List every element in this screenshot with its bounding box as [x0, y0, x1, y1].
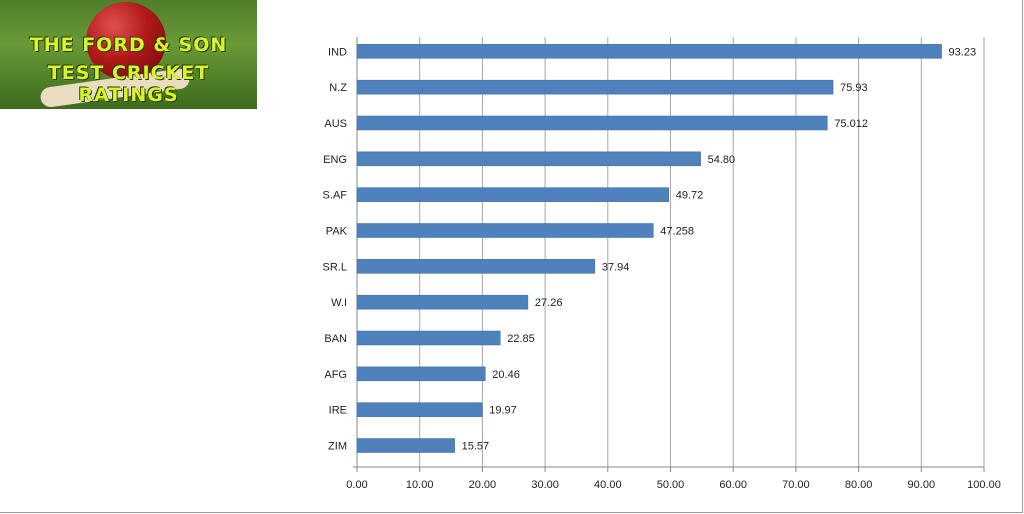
data-label: 49.72: [676, 190, 704, 202]
bar-pak: [356, 223, 654, 238]
category-label: W.I: [331, 297, 347, 309]
data-label: 75.93: [840, 82, 868, 94]
bar-ind: [356, 44, 942, 59]
bar-ban: [356, 330, 501, 346]
bar-ire: [356, 402, 483, 417]
category-label: PAK: [326, 226, 348, 238]
x-tick-label: 40.00: [594, 479, 622, 491]
x-tick-label: 10.00: [406, 479, 434, 491]
data-label: 93.23: [949, 46, 977, 58]
data-label: 22.85: [507, 333, 535, 345]
bar-srl: [356, 259, 596, 274]
data-label: 15.57: [462, 441, 490, 453]
bar-nz: [356, 79, 834, 95]
x-tick-label: 60.00: [719, 479, 747, 491]
data-label: 27.26: [535, 297, 563, 309]
x-tick-label: 20.00: [469, 479, 497, 491]
data-label: 20.46: [492, 369, 520, 381]
x-tick-label: 70.00: [782, 479, 810, 491]
cricket-ball-icon: [86, 2, 166, 80]
logo-banner: THE FORD & SON TEST CRICKET RATINGS: [0, 0, 257, 109]
category-label: N.Z: [329, 82, 347, 94]
category-label: IRE: [329, 405, 347, 417]
category-label: IND: [328, 46, 347, 58]
logo-line-1: THE FORD & SON: [29, 34, 228, 56]
x-tick-label: 50.00: [657, 479, 685, 491]
bar-saf: [356, 187, 669, 202]
bar-wi: [356, 294, 529, 310]
x-tick-label: 80.00: [845, 479, 873, 491]
bar-afg: [356, 366, 486, 382]
x-tick-label: 0.00: [346, 479, 367, 491]
data-label: 37.94: [602, 261, 630, 273]
data-label: 75.012: [834, 118, 868, 130]
bar-zim: [356, 438, 455, 453]
category-label: AFG: [324, 369, 347, 381]
category-label: SR.L: [323, 261, 347, 273]
category-label: BAN: [324, 333, 347, 345]
x-tick-label: 30.00: [531, 479, 559, 491]
category-label: AUS: [324, 118, 347, 130]
category-label: S.AF: [323, 190, 348, 202]
x-tick-label: 100.00: [967, 479, 1001, 491]
bar-eng: [356, 151, 701, 167]
category-label: ENG: [323, 154, 347, 166]
bar-aus: [356, 115, 828, 131]
data-label: 47.258: [660, 226, 694, 238]
x-tick-label: 90.00: [908, 479, 936, 491]
category-label: ZIM: [328, 441, 347, 453]
data-label: 19.97: [489, 405, 517, 417]
logo-line-2: TEST CRICKET RATINGS: [47, 62, 210, 106]
data-label: 54.80: [708, 154, 736, 166]
